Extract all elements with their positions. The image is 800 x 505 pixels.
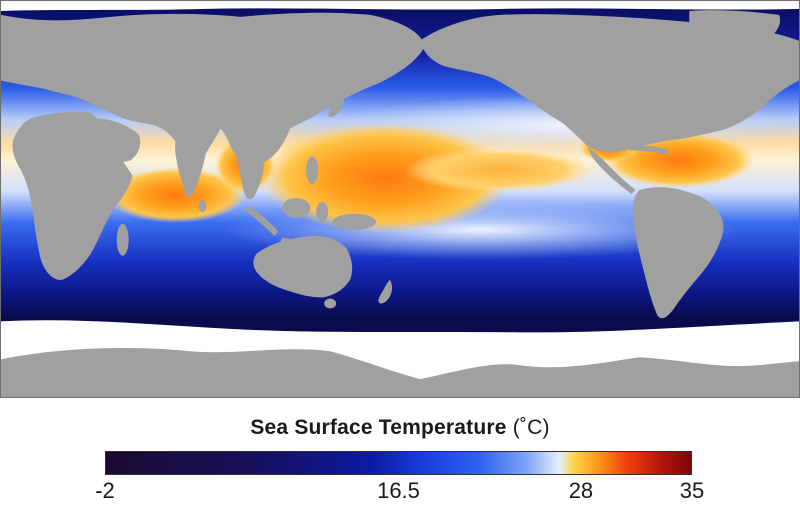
cuba-land bbox=[629, 145, 670, 155]
tasmania-land bbox=[324, 298, 337, 309]
sumatra-land bbox=[244, 205, 279, 236]
eurasia-land bbox=[1, 12, 425, 179]
colorbar-tick-label: -2 bbox=[95, 478, 115, 503]
australia-land bbox=[253, 235, 353, 298]
central-pacific-warm-band bbox=[404, 148, 595, 193]
india-land bbox=[175, 137, 207, 198]
north-america-land bbox=[419, 14, 799, 153]
central-america-land bbox=[587, 146, 636, 195]
sri-lanka-land bbox=[198, 199, 207, 212]
south-america-land bbox=[632, 187, 724, 319]
iceland-land bbox=[759, 45, 780, 56]
colorbar-tick-label: 16.5 bbox=[377, 478, 420, 503]
borneo-land bbox=[282, 198, 311, 218]
world-map-svg bbox=[1, 1, 799, 397]
indochina-land bbox=[236, 147, 264, 200]
legend-title-text: Sea Surface Temperature bbox=[250, 416, 507, 439]
philippines-land bbox=[306, 156, 319, 185]
japan-land bbox=[328, 80, 345, 117]
sulawesi-land bbox=[316, 201, 329, 222]
arabia-land bbox=[94, 118, 141, 162]
indian-ocean-warm-area bbox=[105, 167, 246, 223]
temperature-colorbar bbox=[105, 451, 692, 475]
new-zealand-land bbox=[378, 279, 393, 304]
africa-land bbox=[12, 111, 133, 280]
legend-title: Sea Surface Temperature (˚C) bbox=[0, 416, 800, 440]
britain-land bbox=[10, 42, 23, 63]
sst-map bbox=[0, 0, 800, 398]
new-guinea-land bbox=[332, 213, 377, 230]
antarctica-land bbox=[1, 347, 799, 397]
madagascar-land bbox=[116, 223, 129, 256]
colorbar-tick-label: 35 bbox=[679, 478, 705, 503]
colorbar-tick-label: 28 bbox=[568, 478, 594, 503]
arctic-ice bbox=[1, 1, 799, 11]
legend-unit: (˚C) bbox=[512, 416, 550, 439]
greenland-land bbox=[689, 10, 781, 49]
